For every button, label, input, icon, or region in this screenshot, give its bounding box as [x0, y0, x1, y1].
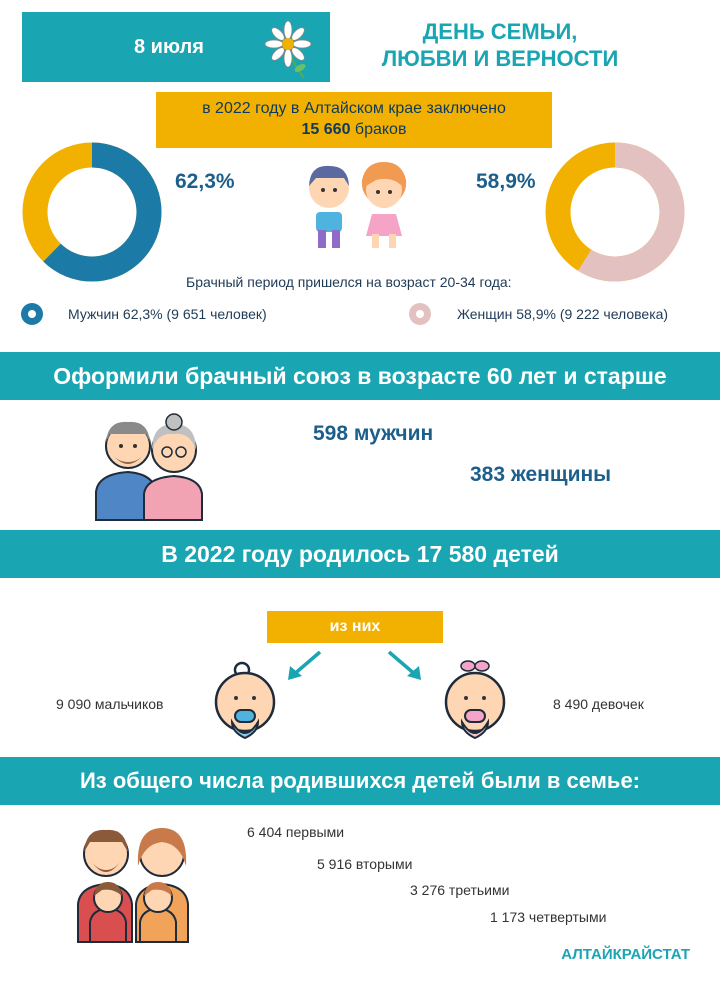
men-pct: 62,3% — [175, 170, 235, 193]
date-label: 8 июля — [134, 36, 204, 58]
baby-girl-icon — [444, 660, 506, 740]
date-box: 8 июля — [22, 12, 330, 82]
boy-girl-icon — [309, 162, 407, 248]
order-second: 5 916 вторыми — [317, 856, 413, 872]
brand-logo-text: АЛТАЙКРАЙСТАТ — [561, 946, 690, 963]
elderly-couple-icon — [95, 413, 203, 521]
of-them-box: из них — [267, 611, 443, 643]
births-heading: В 2022 году родилось 17 580 детей — [0, 530, 720, 578]
arrow-icon — [288, 650, 322, 680]
older-heading: Оформили брачный союз в возрасте 60 лет … — [0, 352, 720, 400]
women-donut — [545, 142, 685, 282]
order-third: 3 276 третьими — [410, 882, 510, 898]
page-title: ДЕНЬ СЕМЬИ, ЛЮБВИ И ВЕРНОСТИ — [381, 19, 619, 71]
older-men-count: 598 мужчин — [313, 422, 434, 445]
order-fourth: 1 173 четвертыми — [490, 909, 607, 925]
family-icon — [77, 828, 189, 943]
order-heading: Из общего числа родившихся детей были в … — [0, 757, 720, 805]
daisy-icon — [264, 20, 312, 79]
men-legend: Мужчин 62,3% (9 651 человек) — [68, 306, 267, 322]
marriages-box: в 2022 году в Алтайском крае заключено 1… — [156, 92, 552, 148]
boys-count: 9 090 мальчиков — [56, 696, 164, 712]
women-legend-marker — [409, 303, 431, 325]
men-donut — [22, 142, 162, 282]
girls-count: 8 490 девочек — [553, 696, 644, 712]
baby-boy-icon — [214, 661, 276, 740]
arrow-icon — [387, 650, 421, 680]
men-donut-share — [22, 142, 162, 282]
order-first: 6 404 первыми — [247, 824, 345, 840]
age-note: Брачный период пришелся на возраст 20-34… — [186, 274, 512, 290]
women-pct: 58,9% — [476, 170, 536, 193]
older-women-count: 383 женщины — [470, 463, 612, 486]
men-legend-marker — [21, 303, 43, 325]
women-legend: Женщин 58,9% (9 222 человека) — [457, 306, 669, 322]
women-donut-share — [545, 142, 685, 282]
